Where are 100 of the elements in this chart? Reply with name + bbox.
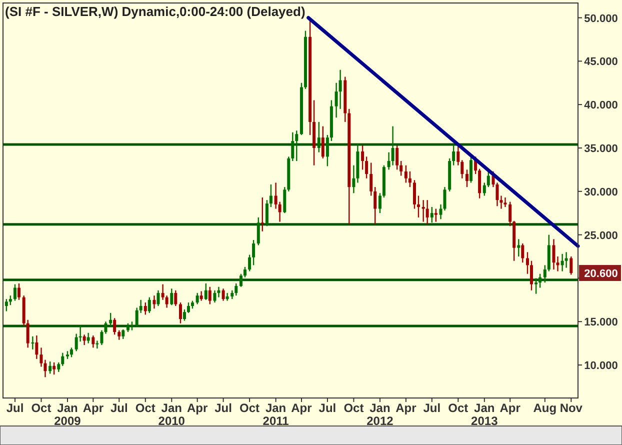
candlestick bbox=[416, 195, 420, 218]
candlestick bbox=[222, 288, 225, 302]
candlestick bbox=[317, 121, 320, 153]
candlestick bbox=[243, 266, 246, 278]
annotation: 20.600 bbox=[584, 268, 618, 280]
candlestick bbox=[570, 256, 573, 276]
candlestick bbox=[526, 252, 529, 274]
candlestick bbox=[434, 208, 438, 222]
candlestick bbox=[239, 273, 242, 288]
candlestick bbox=[252, 239, 256, 266]
y-tick-label: 30.000 bbox=[584, 186, 618, 198]
candlestick bbox=[400, 160, 403, 176]
candlestick bbox=[48, 360, 52, 374]
candlestick bbox=[86, 332, 90, 344]
candlestick bbox=[508, 201, 512, 227]
x-tick-label: Oct bbox=[344, 401, 364, 415]
x-tick-label: Oct bbox=[31, 401, 52, 415]
x-tick-label: Jan 2009 bbox=[54, 401, 82, 428]
x-tick-label: Oct bbox=[240, 401, 260, 415]
x-tick-label: Jul bbox=[6, 401, 24, 415]
candlestick bbox=[530, 260, 533, 291]
candlestick bbox=[396, 144, 399, 170]
candlestick bbox=[374, 186, 377, 225]
candlestick bbox=[200, 290, 203, 302]
y-tick-label: 35.000 bbox=[584, 142, 618, 155]
candlestick bbox=[61, 352, 64, 366]
candlestick bbox=[482, 182, 486, 196]
x-tick-label: Jan 2010 bbox=[158, 401, 186, 428]
candlestick bbox=[186, 302, 190, 314]
candlestick bbox=[552, 238, 556, 270]
candlestick bbox=[196, 292, 199, 305]
candlestick bbox=[521, 242, 524, 264]
candlestick bbox=[4, 298, 8, 312]
chart-title: (SI #F - SILVER,W) Dynamic,0:00-24:00 (Delayed) bbox=[5, 4, 306, 19]
candlestick bbox=[408, 170, 412, 188]
candlestick bbox=[404, 164, 408, 184]
candlestick bbox=[430, 206, 434, 224]
x-tick-label: Aug bbox=[533, 401, 557, 415]
candlestick bbox=[452, 144, 456, 166]
candlestick bbox=[338, 69, 342, 110]
x-tick-label: Jul bbox=[110, 401, 128, 415]
candlestick bbox=[8, 294, 12, 306]
x-tick-label: Oct bbox=[135, 401, 156, 415]
candlestick bbox=[40, 347, 43, 368]
candlestick bbox=[109, 312, 112, 327]
candlestick bbox=[148, 296, 151, 314]
candlestick bbox=[456, 144, 460, 166]
x-tick-label: Oct bbox=[448, 401, 468, 415]
candlestick bbox=[269, 184, 272, 208]
candlestick bbox=[52, 362, 56, 376]
y-tick-label: 15.000 bbox=[584, 316, 618, 329]
candlestick bbox=[295, 130, 298, 162]
candlestick bbox=[265, 199, 268, 227]
y-tick-label: 45.000 bbox=[584, 56, 618, 68]
candlestick bbox=[174, 290, 178, 307]
candlestick bbox=[391, 126, 394, 166]
candlestick bbox=[321, 126, 324, 159]
candlestick bbox=[256, 216, 260, 246]
candlestick bbox=[538, 273, 542, 288]
candlestick bbox=[82, 334, 86, 346]
candlestick bbox=[560, 253, 564, 272]
candlestick bbox=[564, 252, 568, 268]
candlestick bbox=[213, 290, 216, 304]
candlestick bbox=[460, 160, 464, 179]
y-tick-label: 10.000 bbox=[584, 360, 618, 372]
candlestick bbox=[426, 199, 429, 225]
y-tick-label: 40.000 bbox=[584, 100, 618, 112]
candlestick bbox=[365, 156, 368, 179]
candlestick bbox=[248, 254, 252, 272]
candlestick bbox=[534, 278, 538, 294]
y-tick-label: 50.000 bbox=[584, 12, 618, 25]
x-tick-label: Apr bbox=[396, 401, 417, 415]
x-tick-label: Apr bbox=[291, 401, 312, 415]
y-tick-label: 25.000 bbox=[584, 230, 618, 242]
candlestick bbox=[326, 134, 329, 167]
candlestick bbox=[96, 340, 99, 350]
x-tick-label: Apr bbox=[82, 401, 104, 415]
x-tick-label: Jan 2012 bbox=[366, 401, 394, 428]
candlestick bbox=[122, 328, 125, 340]
candlestick bbox=[178, 302, 182, 324]
candlestick bbox=[412, 180, 416, 210]
candlestick bbox=[378, 192, 382, 214]
candlestick bbox=[465, 169, 468, 188]
x-tick-label: Apr bbox=[186, 401, 208, 415]
candlestick bbox=[517, 238, 520, 258]
x-tick-label: Nov bbox=[560, 401, 583, 415]
candlestick bbox=[144, 302, 147, 316]
candlestick bbox=[152, 294, 156, 310]
x-tick-label: Jul bbox=[214, 401, 232, 415]
candlestick bbox=[291, 132, 294, 162]
candlestick bbox=[204, 282, 208, 300]
candlestick bbox=[478, 168, 482, 199]
candlestick bbox=[31, 336, 34, 350]
x-tick-label: Jul bbox=[423, 401, 441, 415]
x-tick-label: Jul bbox=[318, 401, 336, 415]
candlestick bbox=[70, 347, 73, 358]
candlestick bbox=[504, 196, 507, 208]
candlestick bbox=[370, 162, 373, 196]
candlestick bbox=[35, 334, 38, 360]
candlestick bbox=[57, 362, 60, 373]
